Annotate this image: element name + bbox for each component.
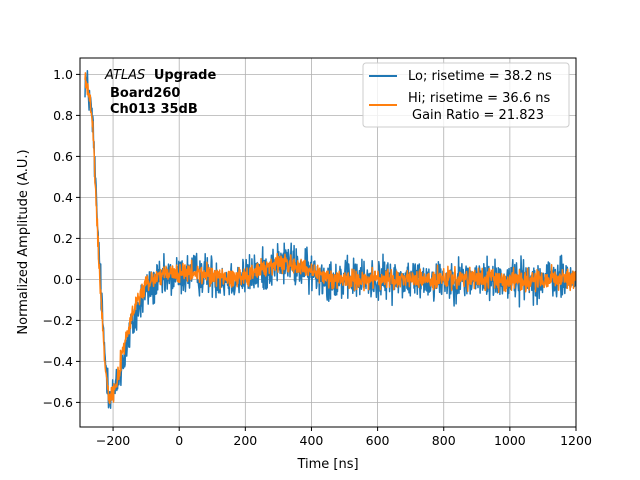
x-tick-label: 0 bbox=[175, 433, 183, 448]
legend-label-gain: Gain Ratio = 21.823 bbox=[412, 108, 544, 123]
legend-box bbox=[362, 62, 570, 128]
y-tick-label: 0.8 bbox=[53, 108, 73, 123]
annotation-line-1: ATLAS Upgrade bbox=[104, 68, 216, 83]
x-tick-label: 800 bbox=[432, 433, 456, 448]
x-tick-label: 1200 bbox=[560, 433, 592, 448]
annotation-experiment: ATLAS bbox=[104, 68, 145, 83]
y-tick-label: −0.2 bbox=[43, 313, 73, 328]
series-line-hi bbox=[84, 72, 576, 405]
x-axis-label: Time [ns] bbox=[296, 457, 358, 472]
y-axis-label: Normalized Amplitude (A.U.) bbox=[16, 149, 31, 334]
annotation-suffix: Upgrade bbox=[154, 68, 217, 83]
legend: Lo; risetime = 38.2 ns Hi; risetime = 36… bbox=[362, 62, 570, 128]
y-tick-label: 0.2 bbox=[53, 231, 73, 246]
x-tick-label: −200 bbox=[96, 433, 130, 448]
y-tick-label: 0.4 bbox=[53, 190, 73, 205]
axis-ticks: −200 0 200 400 600 800 1000 1200 −0.6 −0.4 −0.2 0.0… bbox=[43, 67, 592, 448]
y-tick-label: 0.6 bbox=[53, 149, 73, 164]
y-tick-label: 1.0 bbox=[53, 67, 73, 82]
x-tick-label: 200 bbox=[233, 433, 257, 448]
legend-label-lo: Lo; risetime = 38.2 ns bbox=[408, 69, 552, 84]
annotation-line-2: Board260 bbox=[110, 86, 180, 101]
x-tick-label: 400 bbox=[300, 433, 324, 448]
x-tick-label: 600 bbox=[366, 433, 390, 448]
y-tick-label: 0.0 bbox=[53, 272, 73, 287]
plot-frame bbox=[79, 57, 577, 428]
legend-label-hi: Hi; risetime = 36.6 ns bbox=[408, 91, 550, 106]
x-tick-label: 1000 bbox=[494, 433, 526, 448]
series-layer bbox=[84, 70, 576, 409]
y-tick-label: −0.4 bbox=[43, 354, 73, 369]
y-tick-label: −0.6 bbox=[43, 395, 73, 410]
annotation-line-3: Ch013 35dB bbox=[110, 102, 198, 117]
